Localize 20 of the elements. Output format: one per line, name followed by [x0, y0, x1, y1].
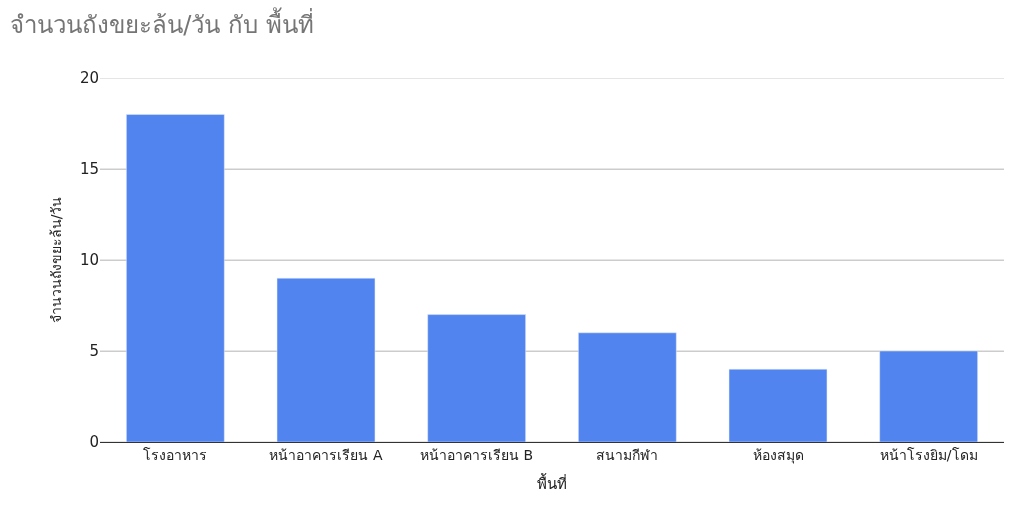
y-tick-label: 20	[79, 69, 99, 88]
x-tick-label: สนามกีฬา	[596, 446, 659, 463]
y-tick-label: 5	[89, 342, 99, 361]
y-tick-label: 0	[89, 433, 99, 452]
bar	[427, 314, 526, 442]
x-axis-title: พื้นที่	[537, 472, 567, 493]
y-tick-label: 15	[79, 160, 99, 179]
x-tick-label: โรงอาหาร	[143, 446, 208, 463]
bar	[728, 368, 828, 442]
chart-title: จำนวนถังขยะล้น/วัน กับ พื้นที่	[10, 6, 314, 39]
x-tick-label: ห้องสมุด	[752, 446, 804, 464]
bar	[879, 350, 978, 442]
y-tick-label: 10	[79, 251, 99, 270]
bar	[276, 277, 376, 442]
x-tick-label: หน้าอาคารเรียน B	[420, 446, 534, 463]
x-tick-label: หน้าโรงยิม/โดม	[879, 446, 978, 463]
bar	[126, 114, 225, 442]
x-tick-label: หน้าอาคารเรียน A	[269, 446, 383, 463]
y-axis-title: จำนวนถังขยะล้น/วัน	[47, 196, 64, 324]
bar	[578, 332, 677, 442]
